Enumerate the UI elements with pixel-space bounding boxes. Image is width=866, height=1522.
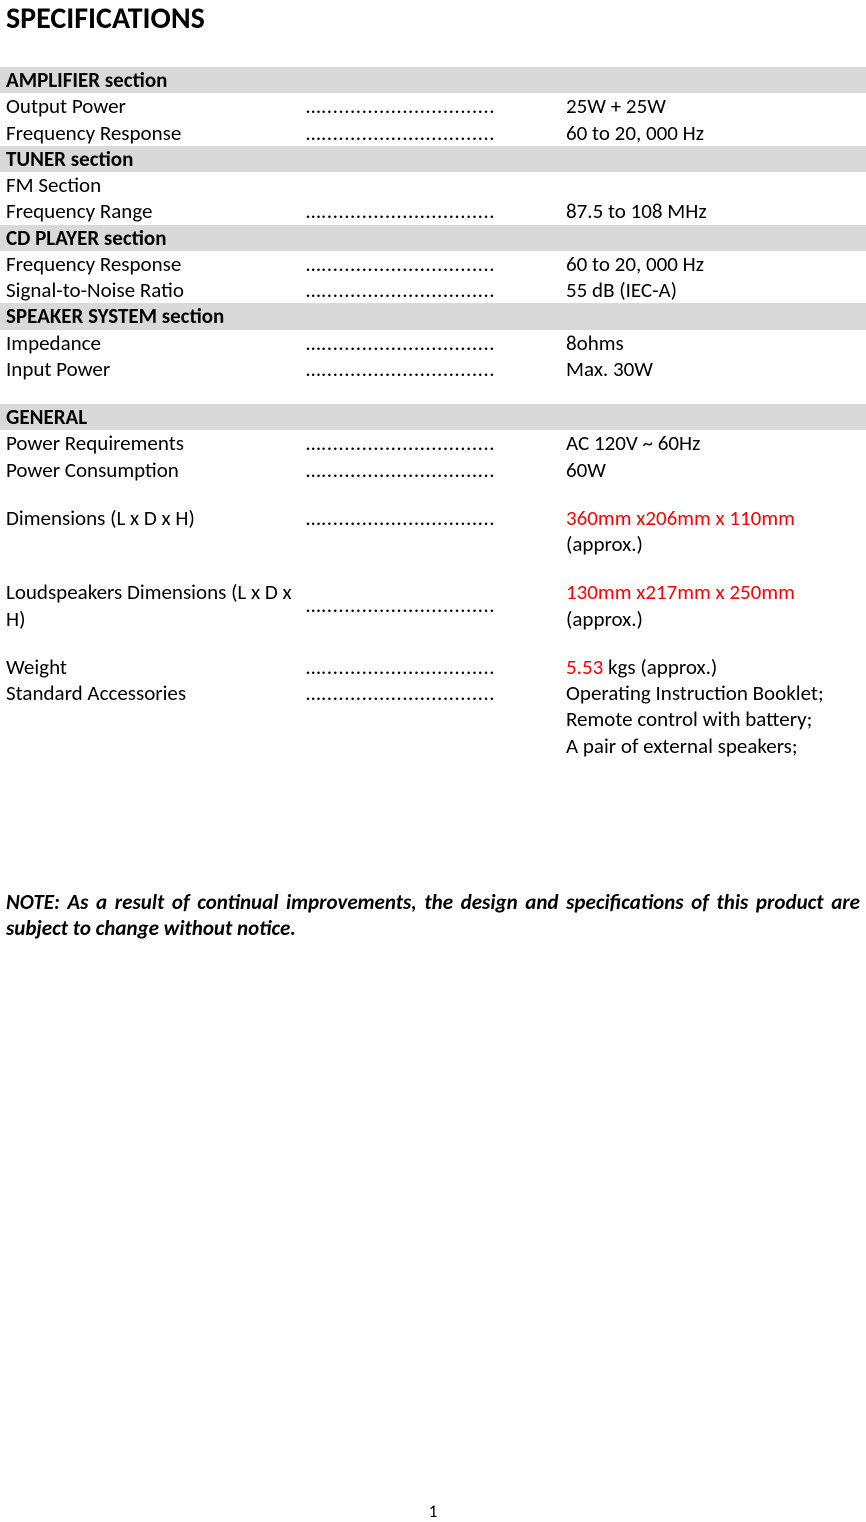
spec-row: Frequency Response …....................…: [0, 251, 866, 277]
spec-dots: …..............................: [300, 680, 560, 706]
section-header-label: CD PLAYER section: [0, 225, 866, 251]
spec-dots: …..............................: [300, 198, 560, 224]
spec-row: Loudspeakers Dimensions (L x D x H) …...…: [0, 579, 866, 632]
spec-row: Dimensions (L x D x H) …................…: [0, 505, 866, 558]
spec-label: Power Requirements: [0, 430, 300, 456]
spec-value: 5.53 kgs (approx.): [560, 654, 866, 680]
spec-value: AC 120V ~ 60Hz: [560, 430, 866, 456]
spec-label: Frequency Response: [0, 120, 300, 146]
spec-dots: …..............................: [300, 430, 560, 456]
page-title: SPECIFICATIONS: [0, 0, 866, 37]
spec-label: Frequency Range: [0, 198, 300, 224]
spec-dots: …..............................: [300, 277, 560, 303]
spec-value: Max. 30W: [560, 356, 866, 382]
section-header-label: TUNER section: [0, 146, 866, 172]
spec-value-suffix: (approx.): [566, 606, 643, 632]
spacer-row: [0, 382, 866, 404]
spec-row: Remote control with battery;: [0, 706, 866, 732]
spec-value-suffix: (approx.): [566, 531, 643, 557]
spec-label: Impedance: [0, 330, 300, 356]
spec-value-highlight: 130mm x217mm x 250mm: [566, 579, 795, 605]
spec-row: Standard Accessories …..................…: [0, 680, 866, 706]
spec-label: FM Section: [0, 172, 300, 198]
spec-row: Impedance ….............................…: [0, 330, 866, 356]
spec-label: Loudspeakers Dimensions (L x D x H): [0, 579, 300, 632]
section-header-tuner: TUNER section: [0, 146, 866, 172]
spec-value: 60W: [560, 457, 866, 483]
spec-value: Remote control with battery;: [560, 706, 866, 732]
spec-label: Power Consumption: [0, 457, 300, 483]
note-text: NOTE: As a result of continual improveme…: [0, 889, 866, 941]
spec-row: Power Consumption ….....................…: [0, 457, 866, 483]
spec-dots: …..............................: [300, 330, 560, 356]
spec-row: Input Power …...........................…: [0, 356, 866, 382]
section-header-speaker: SPEAKER SYSTEM section: [0, 303, 866, 329]
spec-dots: …..............................: [300, 654, 560, 680]
spec-value: 60 to 20, 000 Hz: [560, 251, 866, 277]
section-header-label: AMPLIFIER section: [0, 67, 866, 93]
spec-value-highlight: 5.53: [566, 654, 608, 680]
section-header-general: GENERAL: [0, 404, 866, 430]
spec-value: Operating Instruction Booklet;: [560, 680, 866, 706]
spec-row: Frequency Response …....................…: [0, 120, 866, 146]
section-header-cd: CD PLAYER section: [0, 225, 866, 251]
spec-value: 60 to 20, 000 Hz: [560, 120, 866, 146]
spec-value: 87.5 to 108 MHz: [560, 198, 866, 224]
spec-label: Input Power: [0, 356, 300, 382]
spec-label: Frequency Response: [0, 251, 300, 277]
spec-label: Weight: [0, 654, 300, 680]
spec-dots: …..............................: [300, 356, 560, 382]
spec-label: Dimensions (L x D x H): [0, 505, 300, 558]
spec-value: 55 dB (IEC-A): [560, 277, 866, 303]
spec-value: 130mm x217mm x 250mm (approx.): [560, 579, 866, 632]
spec-row: Frequency Range ….......................…: [0, 198, 866, 224]
spec-value-highlight: 360mm x206mm x 110mm: [566, 505, 795, 531]
spec-dots: …..............................: [300, 457, 560, 483]
specifications-table: AMPLIFIER section Output Power …........…: [0, 67, 866, 759]
spec-row: Weight ….............................. 5…: [0, 654, 866, 680]
spec-value: 25W + 25W: [560, 93, 866, 119]
spec-dots: …..............................: [300, 93, 560, 119]
spec-dots: …..............................: [300, 120, 560, 146]
spec-value: 8ohms: [560, 330, 866, 356]
spacer-row: [0, 483, 866, 505]
spacer-row: [0, 632, 866, 654]
section-header-label: SPEAKER SYSTEM section: [0, 303, 866, 329]
spec-value-suffix: kgs (approx.): [608, 654, 717, 680]
spec-dots: …..............................: [300, 251, 560, 277]
spec-row: FM Section: [0, 172, 866, 198]
spec-value: A pair of external speakers;: [560, 733, 866, 759]
spec-row: A pair of external speakers;: [0, 733, 866, 759]
spacer-row: [0, 557, 866, 579]
page-number: 1: [0, 1501, 866, 1522]
section-header-label: GENERAL: [0, 404, 866, 430]
spec-label: Standard Accessories: [0, 680, 300, 706]
spec-dots: …..............................: [300, 579, 560, 632]
spec-label: Signal-to-Noise Ratio: [0, 277, 300, 303]
spec-dots: …..............................: [300, 505, 560, 558]
section-header-amplifier: AMPLIFIER section: [0, 67, 866, 93]
spec-label: Output Power: [0, 93, 300, 119]
spec-value: 360mm x206mm x 110mm (approx.): [560, 505, 866, 558]
spec-row: Output Power …..........................…: [0, 93, 866, 119]
spec-row: Power Requirements …....................…: [0, 430, 866, 456]
spec-row: Signal-to-Noise Ratio ….................…: [0, 277, 866, 303]
